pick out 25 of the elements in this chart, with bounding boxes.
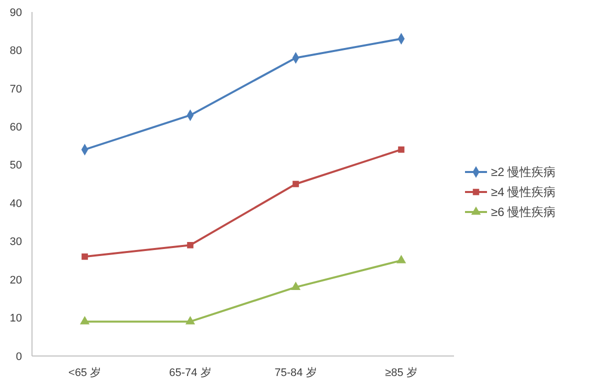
point [187, 242, 194, 248]
y-tick-label: 30 [10, 236, 22, 248]
x-tick-label: ≥85 岁 [385, 367, 418, 379]
legend-label: ≥4 慢性疾病 [491, 185, 556, 200]
x-tick-label: <65 岁 [68, 367, 102, 379]
y-tick-label: 90 [10, 6, 22, 19]
y-tick-label: 60 [10, 122, 22, 134]
point [292, 180, 299, 188]
y-tick-label: 10 [10, 312, 22, 325]
point [290, 282, 301, 290]
legend-label: ≥2 慢性疾病 [491, 165, 556, 180]
y-tick-label: 50 [10, 160, 22, 172]
point [185, 316, 196, 324]
y-tick-label: 40 [10, 198, 22, 210]
y-tick-label: 20 [10, 274, 22, 286]
y-tick-label: 0 [16, 350, 22, 363]
point [80, 316, 90, 324]
x-tick-label: 75-84 岁 [274, 367, 317, 379]
point [82, 253, 88, 260]
y-tick-label: 70 [10, 83, 22, 96]
point [398, 146, 404, 153]
legend-label: ≥6 慢性疾病 [491, 205, 556, 220]
x-tick-label: 65-74 岁 [169, 367, 212, 379]
y-tick-label: 80 [10, 45, 22, 58]
point [396, 254, 406, 264]
